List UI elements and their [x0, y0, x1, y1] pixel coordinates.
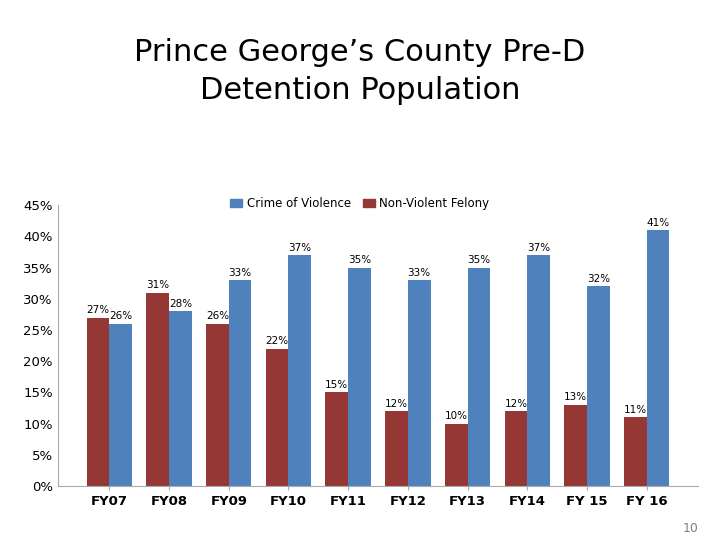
- Bar: [408, 280, 431, 486]
- Bar: [266, 349, 289, 486]
- Bar: [647, 230, 670, 486]
- Text: 11%: 11%: [624, 405, 647, 415]
- Text: 10: 10: [683, 522, 698, 535]
- Bar: [505, 411, 527, 486]
- Bar: [146, 293, 169, 486]
- Text: 32%: 32%: [587, 274, 610, 284]
- Text: 28%: 28%: [169, 299, 192, 309]
- Text: 12%: 12%: [504, 399, 528, 409]
- Text: 26%: 26%: [206, 311, 229, 321]
- Text: 22%: 22%: [266, 336, 289, 346]
- Text: Prince George’s County Pre-D
Detention Population: Prince George’s County Pre-D Detention P…: [135, 38, 585, 105]
- Text: 31%: 31%: [146, 280, 169, 290]
- Text: 27%: 27%: [86, 305, 109, 315]
- Bar: [325, 393, 348, 486]
- Bar: [86, 318, 109, 486]
- Bar: [385, 411, 408, 486]
- Text: 10%: 10%: [445, 411, 468, 421]
- Bar: [587, 286, 610, 486]
- Text: 37%: 37%: [288, 242, 311, 253]
- Bar: [169, 311, 192, 486]
- Text: 33%: 33%: [228, 268, 252, 278]
- Bar: [289, 255, 311, 486]
- Text: 35%: 35%: [348, 255, 371, 265]
- Bar: [109, 324, 132, 486]
- Text: 26%: 26%: [109, 311, 132, 321]
- Bar: [564, 405, 587, 486]
- Text: 37%: 37%: [527, 242, 550, 253]
- Text: 13%: 13%: [564, 393, 587, 402]
- Bar: [527, 255, 550, 486]
- Bar: [229, 280, 251, 486]
- Text: 41%: 41%: [647, 218, 670, 228]
- Text: 15%: 15%: [325, 380, 348, 390]
- Bar: [206, 324, 229, 486]
- Legend: Crime of Violence, Non-Violent Felony: Crime of Violence, Non-Violent Felony: [226, 192, 494, 214]
- Text: 12%: 12%: [385, 399, 408, 409]
- Text: 33%: 33%: [408, 268, 431, 278]
- Text: 35%: 35%: [467, 255, 490, 265]
- Bar: [624, 417, 647, 486]
- Bar: [348, 268, 371, 486]
- Bar: [467, 268, 490, 486]
- Bar: [445, 423, 467, 486]
